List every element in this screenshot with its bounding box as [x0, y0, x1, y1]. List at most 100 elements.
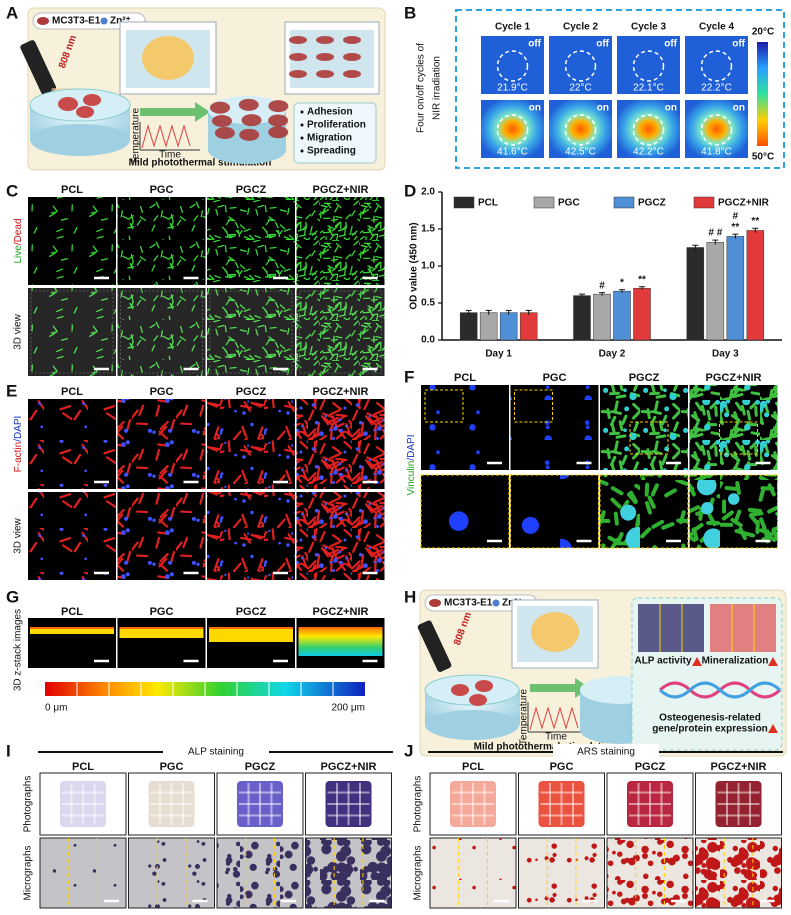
scaffold — [29, 88, 131, 122]
dashed-frame — [455, 9, 785, 169]
significance: ** — [638, 274, 646, 285]
view-3d-image — [28, 492, 116, 580]
panel-label: G — [6, 587, 19, 606]
state-label: off — [528, 39, 541, 50]
group-label: PGCZ — [236, 386, 267, 398]
group-label: PGCZ — [635, 761, 666, 773]
state-label: off — [596, 39, 609, 50]
group-label: PGCZ+NIR — [321, 761, 377, 773]
effect: Spreading — [307, 146, 356, 157]
y-tick-label: 1.0 — [421, 261, 435, 272]
cell — [268, 126, 289, 139]
view-3d-image — [296, 492, 385, 580]
scale-label: 200 μm — [331, 703, 365, 714]
colorbar-label: 50°C — [752, 152, 774, 163]
live-dead-image — [207, 197, 295, 285]
pulse-curve — [141, 124, 191, 149]
cell — [83, 94, 101, 106]
group-label: PGC — [550, 761, 574, 773]
temperature: 42.2°C — [633, 147, 664, 158]
f-actin-image — [117, 399, 206, 489]
bullet — [300, 136, 304, 140]
group-label: PCL — [72, 761, 94, 773]
side-label: Four on/off cycles of — [416, 43, 427, 133]
bar — [613, 290, 631, 341]
laser — [417, 620, 452, 672]
cycle-label: Cycle 3 — [631, 22, 666, 33]
f-actin-image — [296, 399, 385, 489]
scaffold — [208, 136, 286, 164]
group-label: PGCZ+NIR — [313, 606, 369, 618]
view-3d-frame — [299, 290, 382, 374]
alp-image — [638, 604, 704, 652]
temperature: 22°C — [569, 83, 591, 94]
state-label: on — [597, 103, 609, 114]
zstack-signal — [30, 628, 114, 634]
group-label: PCL — [61, 606, 83, 618]
cell — [268, 114, 289, 127]
legend-swatch — [693, 196, 715, 209]
cell — [76, 106, 94, 118]
view-3d-image — [28, 288, 116, 376]
bar — [593, 293, 611, 341]
legend-swatch — [613, 196, 635, 209]
roi — [496, 50, 529, 82]
bullet — [300, 123, 304, 127]
state-label: off — [732, 39, 745, 50]
cell — [210, 101, 231, 114]
cell-icon — [429, 599, 441, 607]
cell — [343, 36, 361, 44]
group-label: PGC — [150, 184, 174, 196]
effects-box — [293, 102, 377, 164]
cell — [343, 53, 361, 61]
x-tick-label: Day 2 — [599, 349, 626, 360]
panel-label: B — [404, 3, 416, 22]
heat — [142, 36, 194, 80]
bullet — [300, 149, 304, 153]
outcome-label: ALP activity — [634, 656, 691, 667]
temperature: 22.1°C — [633, 83, 664, 94]
roi — [700, 50, 733, 82]
view-3d-image — [207, 492, 295, 580]
group-label: PGCZ — [236, 184, 267, 196]
panel-label: D — [404, 181, 416, 200]
graph-label: Temperature — [131, 107, 142, 164]
state-label: off — [664, 39, 677, 50]
cell — [289, 36, 307, 44]
micrograph — [39, 837, 127, 909]
outcome-label: Osteogenesis-related — [659, 713, 761, 724]
staining-title: ALP staining — [188, 747, 244, 758]
row-label: 3D view — [13, 517, 24, 553]
outcome-label: Mineralization — [702, 656, 769, 667]
group-label: PGCZ+NIR — [706, 372, 762, 384]
group-label: PGCZ+NIR — [313, 386, 369, 398]
group-label: PGC — [160, 761, 184, 773]
stain-red: /Dead — [13, 218, 24, 245]
legend-swatch — [453, 196, 475, 209]
micrograph — [128, 837, 215, 909]
cell — [211, 115, 232, 128]
graph-label: Temperature — [519, 688, 530, 745]
cell — [451, 684, 469, 696]
bar — [459, 312, 478, 341]
cell — [316, 70, 334, 78]
bar — [633, 287, 651, 341]
row-label: Micrographs — [413, 845, 424, 900]
roi — [496, 114, 529, 146]
cell — [268, 100, 289, 113]
vinculin-image — [510, 385, 599, 470]
scaffold — [425, 710, 519, 740]
panel-label: J — [404, 741, 413, 760]
view-3d-image — [117, 492, 206, 580]
row-label: Photographs — [413, 776, 424, 833]
temperature: 41.8°C — [701, 147, 732, 158]
thermal-image — [685, 36, 748, 94]
group-label: PGCZ — [245, 761, 276, 773]
zstack-signal — [298, 628, 383, 656]
view-3d-frame — [209, 290, 293, 374]
significance: ** — [731, 222, 739, 233]
side-label: 3D z-stack images — [13, 609, 24, 691]
colorbar — [757, 42, 768, 146]
legend-label: PGC — [558, 198, 580, 209]
